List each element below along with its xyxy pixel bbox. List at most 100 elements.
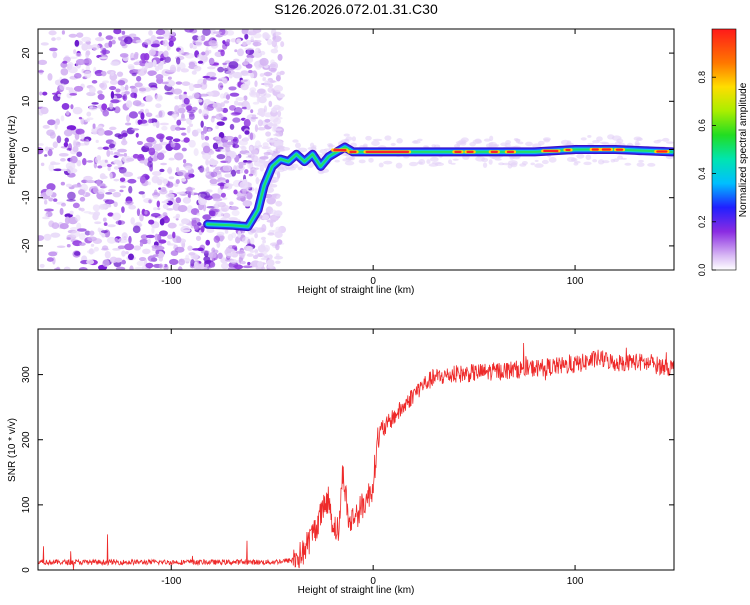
noise-blob — [211, 115, 216, 119]
noise-blob — [174, 126, 182, 131]
noise-blob — [200, 132, 205, 141]
noise-blob — [106, 163, 112, 168]
noise-blob — [222, 165, 232, 172]
noise-blob — [111, 147, 117, 151]
noise-blob — [78, 189, 86, 196]
noise-blob — [44, 154, 48, 157]
noise-blob — [280, 41, 285, 48]
noise-blob — [220, 49, 225, 57]
noise-blob — [275, 116, 283, 120]
noise-blob — [269, 80, 276, 83]
noise-blob — [225, 70, 236, 75]
noise-blob — [66, 110, 70, 116]
noise-blob — [124, 243, 135, 251]
noise-blob — [222, 62, 227, 66]
noise-blob — [184, 165, 193, 171]
halo-blob — [638, 159, 644, 163]
noise-blob — [158, 263, 163, 269]
noise-blob — [204, 135, 210, 141]
noise-blob — [38, 147, 44, 155]
noise-blob — [216, 154, 226, 160]
noise-blob — [80, 207, 85, 212]
noise-blob — [215, 136, 222, 140]
noise-blob — [180, 229, 191, 233]
noise-blob — [98, 32, 102, 37]
noise-blob — [119, 53, 129, 58]
noise-blob — [38, 143, 44, 146]
noise-blob — [148, 147, 156, 156]
noise-blob — [107, 212, 114, 217]
noise-blob — [96, 179, 101, 186]
noise-blob — [102, 80, 110, 84]
colorbar-gradient — [711, 28, 737, 271]
noise-blob — [109, 172, 113, 180]
noise-blob — [112, 212, 121, 221]
noise-blob — [129, 85, 136, 89]
halo-blob — [601, 142, 610, 145]
noise-blob — [152, 143, 163, 151]
noise-blob — [157, 207, 161, 211]
snr-panel: -100 0 100 0 100 200 300 Height of straight li… — [7, 328, 675, 596]
noise-blob — [107, 224, 116, 228]
noise-blob — [60, 168, 68, 172]
noise-blob — [118, 167, 124, 170]
noise-blob — [169, 258, 179, 266]
noise-blob — [252, 255, 259, 260]
noise-blob — [104, 250, 111, 259]
noise-blob — [60, 181, 65, 186]
noise-blob — [242, 41, 247, 46]
noise-blob — [252, 29, 262, 34]
noise-blob — [48, 30, 57, 36]
noise-blob — [95, 37, 105, 42]
noise-blob — [81, 36, 92, 43]
noise-blob — [155, 29, 166, 36]
noise-blob — [110, 99, 120, 104]
halo-blob — [597, 159, 605, 165]
noise-blob — [239, 181, 249, 189]
halo-blob — [475, 156, 486, 162]
noise-blob — [104, 159, 108, 163]
halo-blob — [343, 133, 350, 137]
noise-blob — [87, 236, 97, 242]
noise-blob — [215, 125, 219, 130]
halo-blob — [498, 162, 505, 166]
noise-blob — [121, 232, 128, 240]
noise-blob — [100, 49, 111, 55]
halo-blob — [431, 161, 442, 165]
noise-blob — [250, 149, 259, 155]
noise-blob — [168, 31, 176, 36]
colorbar-ticks: 0.0 0.2 0.4 0.6 0.8 — [697, 71, 716, 276]
halo-blob — [277, 145, 283, 149]
noise-blob — [254, 187, 258, 195]
noise-blob — [257, 244, 266, 253]
noise-blob — [254, 233, 258, 239]
noise-blob — [123, 152, 128, 157]
halo-blob — [307, 162, 314, 168]
noise-blob — [155, 120, 160, 129]
noise-blob — [156, 200, 161, 208]
noise-blob — [169, 190, 174, 194]
noise-blob — [181, 147, 187, 152]
noise-blob — [263, 71, 273, 77]
halo-blob — [309, 142, 315, 148]
noise-blob — [97, 90, 103, 95]
halo-blob — [371, 140, 380, 146]
halo-blob — [328, 143, 333, 150]
noise-blob — [167, 243, 176, 246]
noise-blob — [88, 186, 98, 194]
spectrogram-ytick-label: 0 — [21, 146, 32, 152]
noise-blob — [126, 114, 131, 123]
noise-blob — [258, 144, 263, 148]
colorbar-tick-label: 0.2 — [697, 216, 707, 229]
noise-blob — [39, 263, 45, 268]
noise-blob — [119, 185, 127, 189]
halo-blob — [525, 141, 533, 147]
noise-blob — [66, 244, 71, 248]
noise-blob — [224, 229, 229, 234]
noise-blob — [212, 31, 223, 35]
noise-blob — [202, 75, 211, 79]
noise-blob — [185, 254, 190, 261]
noise-blob — [177, 169, 187, 177]
halo-blob — [504, 142, 511, 148]
noise-blob — [200, 250, 210, 254]
